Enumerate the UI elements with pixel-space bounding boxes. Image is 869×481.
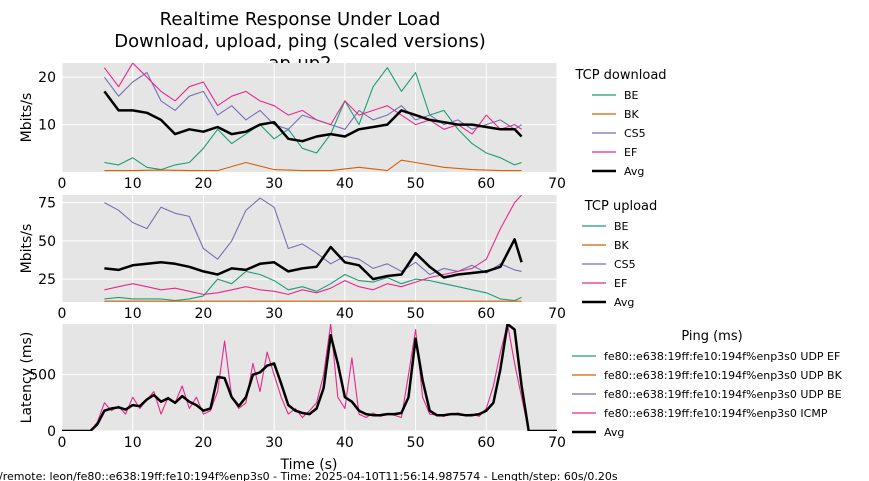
series-line-avg	[62, 324, 557, 431]
legend-label: BK	[614, 239, 630, 252]
y-tick-label: 0	[47, 424, 56, 440]
legend: Ping (ms)fe80::e638:19ff:fe10:194f%enp3s…	[572, 329, 843, 439]
x-tick-label: 10	[124, 435, 142, 451]
x-tick-label: 30	[265, 176, 283, 192]
series-group	[103, 63, 523, 172]
series-line-avg	[104, 238, 523, 281]
legend-label: CS5	[624, 127, 646, 140]
x-tick-label: 10	[124, 306, 142, 322]
legend-label: fe80::e638:19ff:fe10:194f%enp3s0 UDP BK	[604, 369, 843, 382]
legend-label: BE	[614, 220, 629, 233]
y-tick-label: 10	[38, 118, 56, 134]
series-line-be	[104, 67, 522, 171]
series-line-avg	[103, 90, 523, 143]
x-tick-label: 0	[58, 306, 67, 322]
legend-label: fe80::e638:19ff:fe10:194f%enp3s0 UDP BE	[604, 388, 842, 401]
y-axis-label: Latency (ms)	[19, 332, 35, 424]
chart-title-line-2: Download, upload, ping (scaled versions)	[114, 31, 486, 52]
x-tick-label: 70	[548, 176, 566, 192]
x-tick-label: 20	[195, 176, 213, 192]
x-tick-label: 30	[265, 306, 283, 322]
x-tick-label: 60	[477, 176, 495, 192]
x-tick-label: 0	[58, 435, 67, 451]
legend-label: BK	[624, 108, 640, 121]
y-tick-label: 50	[38, 234, 56, 250]
x-tick-label: 40	[336, 306, 354, 322]
x-tick-label: 50	[407, 435, 425, 451]
legend-label: Avg	[604, 426, 624, 439]
legend-label: fe80::e638:19ff:fe10:194f%enp3s0 UDP EF	[604, 350, 840, 363]
chart-title-line-1: Realtime Response Under Load	[160, 9, 441, 30]
x-tick-label: 10	[124, 176, 142, 192]
x-tick-label: 0	[58, 176, 67, 192]
x-tick-label: 40	[336, 435, 354, 451]
series-line-ef	[104, 195, 523, 295]
y-tick-label: 500	[29, 368, 56, 384]
legend: TCP upload BE BK CS5 EF Avg	[582, 199, 657, 309]
series-line-bk	[104, 159, 522, 172]
legend-title: Ping (ms)	[681, 329, 742, 344]
x-tick-label: 20	[195, 435, 213, 451]
legend-label: Avg	[614, 296, 634, 309]
legend: TCP download BE BK CS5 EF Avg	[574, 68, 666, 178]
x-tick-label: 70	[548, 306, 566, 322]
legend-title: TCP upload	[584, 199, 658, 214]
x-axis-label: Time (s)	[280, 457, 338, 473]
x-tick-label: 40	[336, 176, 354, 192]
x-tick-label: 70	[548, 435, 566, 451]
legend-label: EF	[624, 146, 637, 159]
legend-label: EF	[614, 277, 627, 290]
x-tick-label: 60	[477, 306, 495, 322]
series-group	[62, 324, 557, 431]
y-axis-label: Mbits/s	[19, 93, 35, 143]
y-tick-label: 75	[38, 196, 56, 212]
series-group	[104, 195, 523, 302]
series-line-be	[104, 270, 522, 302]
x-tick-label: 30	[265, 435, 283, 451]
legend-label: Avg	[624, 165, 644, 178]
y-tick-label: 25	[38, 272, 56, 288]
x-tick-label: 50	[407, 306, 425, 322]
x-tick-label: 50	[407, 176, 425, 192]
x-tick-label: 60	[477, 435, 495, 451]
y-tick-label: 20	[38, 70, 56, 86]
y-axis-label: Mbits/s	[19, 224, 35, 274]
legend-title: TCP download	[574, 68, 666, 83]
footer-text: l/remote: leon/fe80::e638:19ff:fe10:194f…	[0, 470, 618, 481]
legend-label: BE	[624, 89, 639, 102]
legend-label: CS5	[614, 258, 636, 271]
legend-label: fe80::e638:19ff:fe10:194f%enp3s0 ICMP	[604, 407, 828, 420]
x-tick-label: 20	[195, 306, 213, 322]
